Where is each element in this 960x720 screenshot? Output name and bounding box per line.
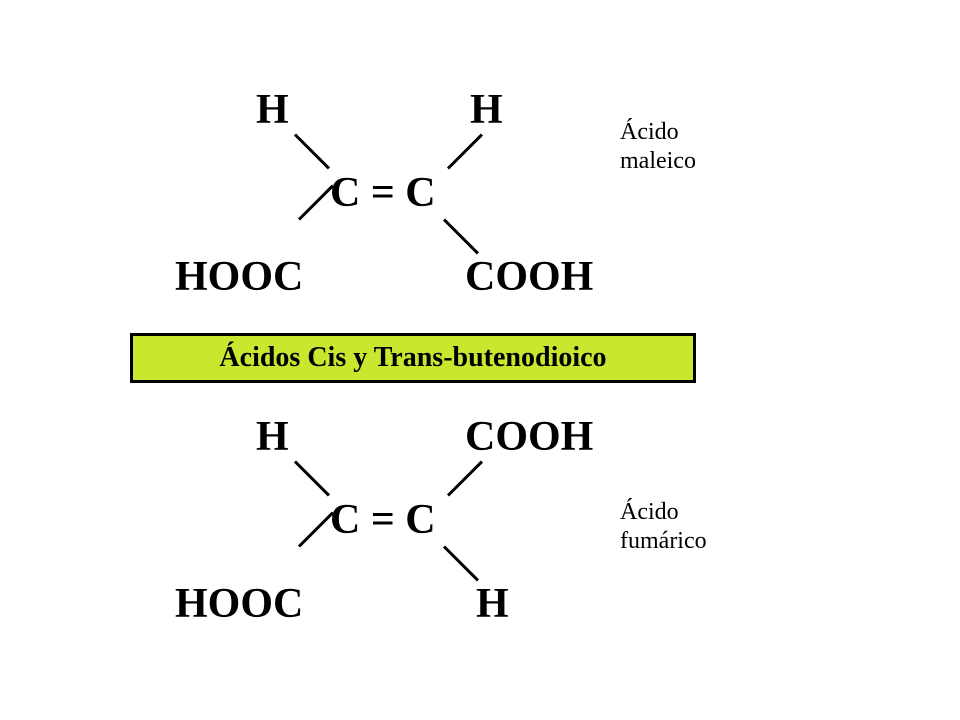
mol1-bond-tr [447, 133, 483, 169]
mol2-top-left: H [256, 413, 289, 461]
mol1-center: C = C [330, 169, 436, 217]
mol2-bottom-left: HOOC [175, 580, 303, 628]
mol1-bottom-right: COOH [465, 253, 593, 301]
mol2-name-line2: fumárico [620, 528, 707, 554]
mol1-name-line1: Ácido [620, 119, 679, 145]
mol2-bond-tr [447, 460, 483, 496]
mol1-name-line2: maleico [620, 148, 696, 174]
mol2-bond-br [443, 545, 479, 581]
mol2-bond-bl [298, 511, 334, 547]
mol1-bond-br [443, 218, 479, 254]
title-banner: Ácidos Cis y Trans-butenodioico [130, 333, 696, 383]
mol2-bond-tl [294, 460, 330, 496]
mol1-bond-bl [298, 184, 334, 220]
mol2-name-line1: Ácido [620, 499, 679, 525]
mol1-top-left: H [256, 86, 289, 134]
mol2-bottom-right: H [476, 580, 509, 628]
mol1-top-right: H [470, 86, 503, 134]
mol1-bottom-left: HOOC [175, 253, 303, 301]
mol1-bond-tl [294, 133, 330, 169]
mol1-name: Ácido maleico [620, 118, 696, 176]
mol2-center: C = C [330, 496, 436, 544]
mol2-name: Ácido fumárico [620, 498, 707, 556]
mol2-top-right: COOH [465, 413, 593, 461]
diagram-canvas: H H C = C HOOC COOH Ácido maleico Ácidos… [0, 0, 960, 720]
